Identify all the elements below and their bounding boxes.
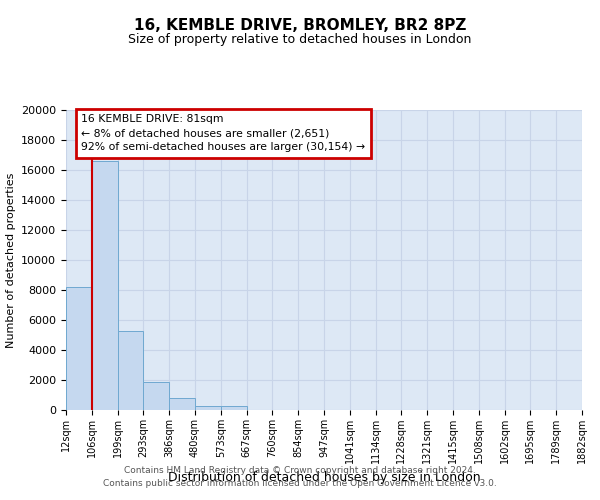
Y-axis label: Number of detached properties: Number of detached properties	[5, 172, 16, 348]
X-axis label: Distribution of detached houses by size in London: Distribution of detached houses by size …	[167, 472, 481, 484]
Text: Size of property relative to detached houses in London: Size of property relative to detached ho…	[128, 32, 472, 46]
Bar	[143, 382, 169, 410]
Bar	[66, 287, 92, 410]
Bar	[169, 398, 195, 410]
Text: 16, KEMBLE DRIVE, BROMLEY, BR2 8PZ: 16, KEMBLE DRIVE, BROMLEY, BR2 8PZ	[134, 18, 466, 32]
Bar	[92, 161, 118, 410]
Text: Contains HM Land Registry data © Crown copyright and database right 2024.
Contai: Contains HM Land Registry data © Crown c…	[103, 466, 497, 487]
Bar	[195, 406, 221, 410]
Bar	[221, 406, 247, 410]
Bar	[118, 330, 143, 410]
Text: 16 KEMBLE DRIVE: 81sqm
← 8% of detached houses are smaller (2,651)
92% of semi-d: 16 KEMBLE DRIVE: 81sqm ← 8% of detached …	[82, 114, 365, 152]
